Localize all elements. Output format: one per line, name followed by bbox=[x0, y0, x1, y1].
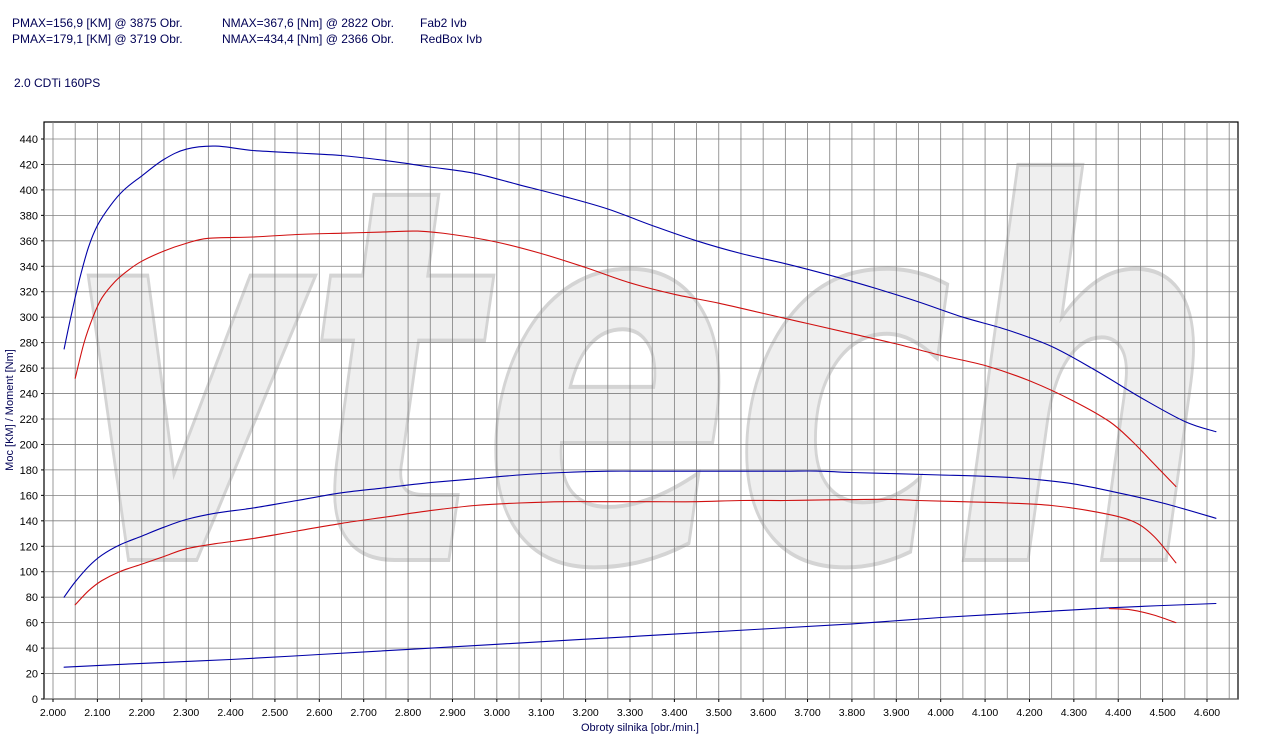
x-tick-label: 3.500 bbox=[706, 707, 732, 719]
plot-area bbox=[43, 121, 1239, 700]
y-tick-label: 260 bbox=[20, 363, 38, 375]
x-tick-label: 3.700 bbox=[794, 707, 820, 719]
x-tick-label: 2.300 bbox=[173, 707, 199, 719]
nmax-line-1: NMAX=367,6 [Nm] @ 2822 Obr. bbox=[222, 16, 394, 30]
x-tick-label: 3.300 bbox=[617, 707, 643, 719]
y-tick-label: 320 bbox=[20, 287, 38, 299]
x-tick-label: 2.700 bbox=[351, 707, 377, 719]
legend-name-2: RedBox Ivb bbox=[420, 32, 483, 46]
x-tick-label: 4.600 bbox=[1194, 707, 1220, 719]
pmax-line-2: PMAX=179,1 [KM] @ 3719 Obr. bbox=[12, 32, 183, 46]
y-tick-label: 100 bbox=[20, 567, 38, 579]
y-tick-label: 420 bbox=[20, 159, 38, 171]
y-tick-label: 300 bbox=[20, 312, 38, 324]
y-tick-label: 340 bbox=[20, 261, 38, 273]
legend-name-1: Fab2 Ivb bbox=[420, 16, 467, 30]
x-tick-label: 2.900 bbox=[439, 707, 465, 719]
x-tick-label: 2.100 bbox=[84, 707, 110, 719]
y-axis-title: Moc [KM] / Moment [Nm] bbox=[4, 349, 16, 471]
x-tick-label: 3.200 bbox=[572, 707, 598, 719]
x-tick-label: 4.000 bbox=[928, 707, 954, 719]
y-tick-label: 160 bbox=[20, 490, 38, 502]
x-axis-title: Obroty silnika [obr./min.] bbox=[581, 722, 699, 734]
series-line-5 bbox=[1108, 608, 1177, 624]
y-tick-label: 180 bbox=[20, 465, 38, 477]
nmax-line-2: NMAX=434,4 [Nm] @ 2366 Obr. bbox=[222, 32, 394, 46]
x-tick-label: 4.300 bbox=[1061, 707, 1087, 719]
tick-labels: 0 20 40 60 80 100 120 140 160 180 200 220 240 260 280 3… bbox=[20, 134, 1221, 719]
x-tick-label: 2.600 bbox=[306, 707, 332, 719]
x-tick-label: 3.400 bbox=[661, 707, 687, 719]
x-tick-label: 4.200 bbox=[1016, 707, 1042, 719]
y-tick-label: 440 bbox=[20, 134, 38, 146]
x-tick-label: 2.000 bbox=[40, 707, 66, 719]
x-tick-label: 4.500 bbox=[1149, 707, 1175, 719]
series-line-3 bbox=[74, 498, 1177, 606]
y-tick-label: 80 bbox=[26, 592, 38, 604]
series-lines bbox=[63, 145, 1217, 668]
x-tick-label: 3.800 bbox=[839, 707, 865, 719]
grid bbox=[44, 122, 1238, 700]
series-line-2 bbox=[63, 470, 1217, 598]
series-line-4 bbox=[63, 602, 1217, 668]
y-tick-label: 140 bbox=[20, 516, 38, 528]
y-tick-label: 360 bbox=[20, 236, 38, 248]
x-tick-label: 2.800 bbox=[395, 707, 421, 719]
x-tick-label: 3.100 bbox=[528, 707, 554, 719]
x-tick-label: 4.100 bbox=[972, 707, 998, 719]
y-tick-label: 280 bbox=[20, 338, 38, 350]
y-tick-label: 200 bbox=[20, 439, 38, 451]
x-tick-label: 3.900 bbox=[883, 707, 909, 719]
x-tick-label: 3.000 bbox=[484, 707, 510, 719]
y-tick-label: 240 bbox=[20, 389, 38, 401]
y-tick-label: 380 bbox=[20, 210, 38, 222]
watermark: vtech bbox=[63, 75, 1217, 685]
y-tick-label: 60 bbox=[26, 618, 38, 630]
watermark-text: vtech bbox=[65, 77, 1215, 683]
x-tick-label: 2.500 bbox=[262, 707, 288, 719]
y-tick-label: 220 bbox=[20, 414, 38, 426]
x-tick-label: 2.400 bbox=[217, 707, 243, 719]
y-tick-label: 40 bbox=[26, 643, 38, 655]
y-tick-label: 0 bbox=[32, 694, 38, 706]
series-line-0 bbox=[63, 145, 1217, 433]
x-tick-label: 4.400 bbox=[1105, 707, 1131, 719]
y-tick-label: 400 bbox=[20, 185, 38, 197]
engine-label: 2.0 CDTi 160PS bbox=[14, 76, 101, 90]
y-tick-label: 120 bbox=[20, 541, 38, 553]
y-tick-label: 20 bbox=[26, 669, 38, 681]
pmax-line-1: PMAX=156,9 [KM] @ 3875 Obr. bbox=[12, 16, 183, 30]
x-tick-label: 3.600 bbox=[750, 707, 776, 719]
series-line-1 bbox=[74, 230, 1177, 488]
x-tick-label: 2.200 bbox=[129, 707, 155, 719]
